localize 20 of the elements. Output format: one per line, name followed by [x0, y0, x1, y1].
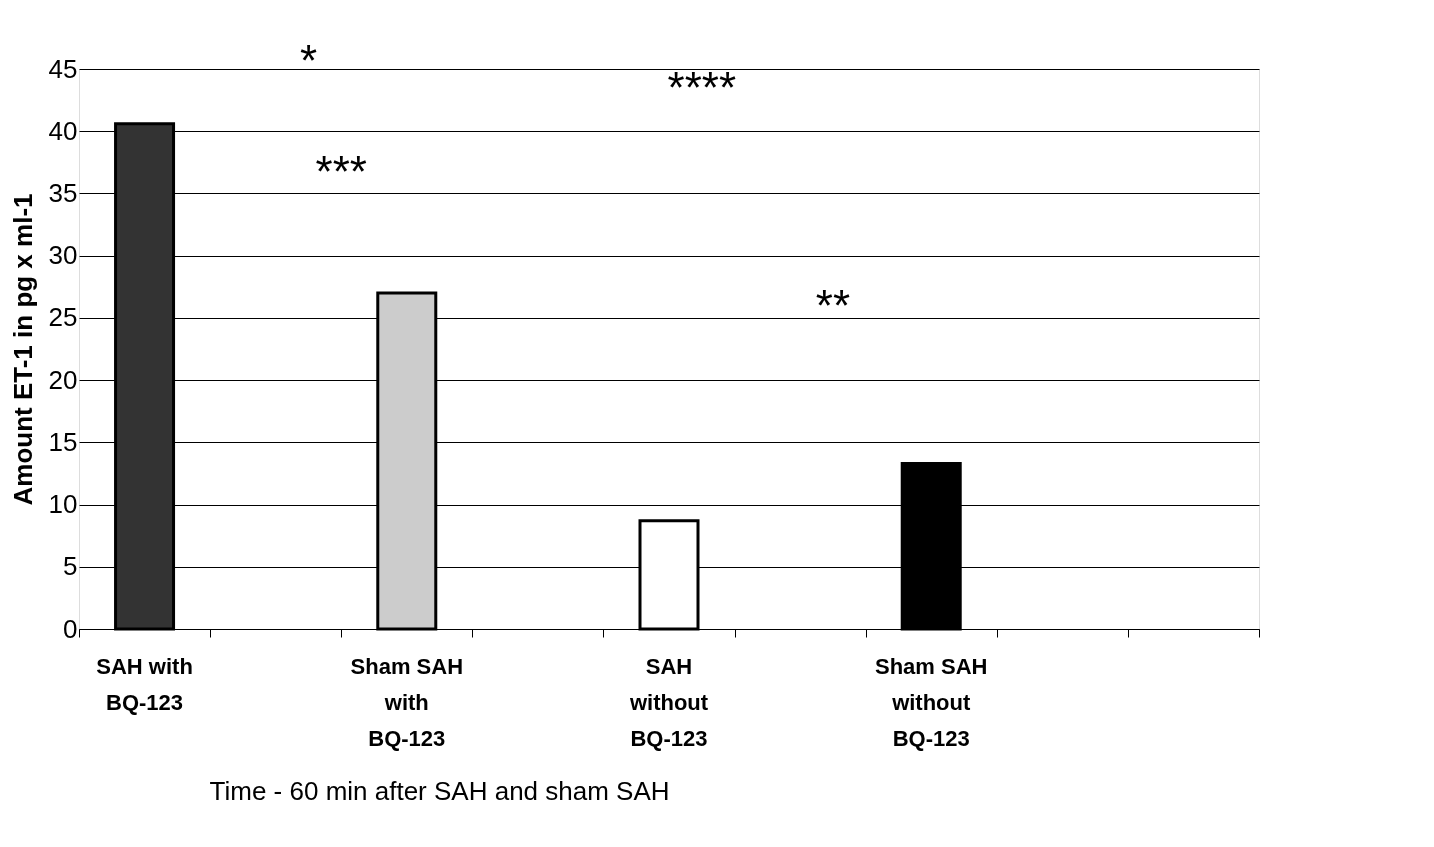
y-tick-label: 10 — [48, 489, 78, 520]
x-tick-label: SAH with BQ-123 — [96, 654, 193, 715]
y-tick-label: 15 — [48, 426, 78, 457]
x-tick-label: Sham SAH with BQ-123 — [350, 654, 464, 751]
y-tick-label: 40 — [48, 115, 78, 146]
y-tick-label: 35 — [48, 177, 78, 208]
annotation: * — [299, 35, 318, 85]
x-tick-label: Sham SAH without BQ-123 — [874, 654, 988, 751]
y-axis-title: Amount ET-1 in pg x ml-1 — [7, 193, 38, 506]
annotation: **** — [667, 63, 737, 113]
y-tick-label: 20 — [48, 364, 78, 395]
annotation: *** — [315, 146, 367, 196]
y-tick-label: 45 — [48, 53, 78, 84]
y-tick-label: 5 — [63, 551, 78, 582]
x-axis-title: Time - 60 min after SAH and sham SAH — [209, 776, 670, 806]
annotation: ** — [815, 280, 851, 330]
y-tick-label: 0 — [63, 613, 78, 644]
x-tick-label: SAH without BQ-123 — [628, 654, 709, 751]
y-tick-label: 30 — [48, 240, 78, 271]
y-tick-label: 25 — [48, 302, 78, 333]
